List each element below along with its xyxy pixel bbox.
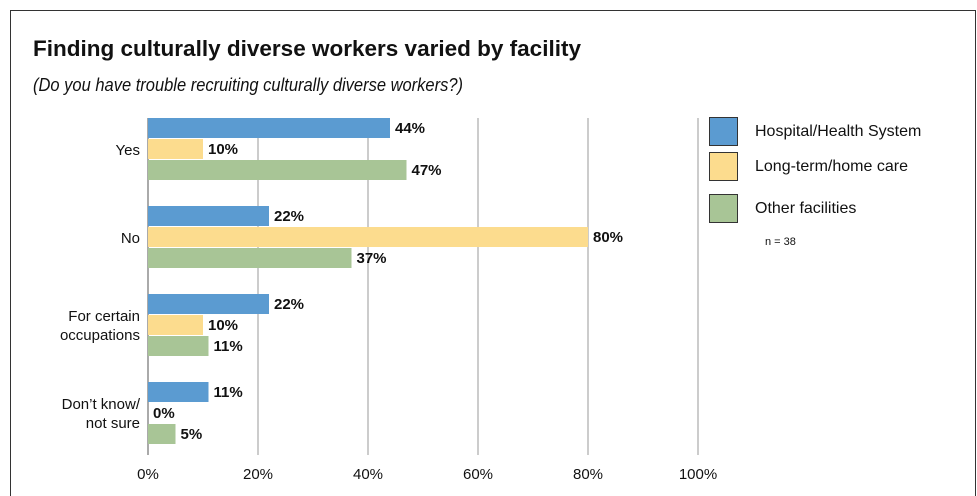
legend-swatch: [709, 152, 738, 181]
value-label: 11%: [214, 384, 243, 401]
legend-label: Other facilities: [755, 200, 856, 217]
chart-title: Finding culturally diverse workers varie…: [33, 36, 582, 61]
category-label: For certain occupations: [59, 308, 140, 344]
bar: [148, 336, 209, 356]
legend-label: Long-term/home care: [755, 158, 908, 175]
legend-label: Hospital/Health System: [755, 123, 921, 140]
bar: [148, 139, 203, 159]
value-label: 47%: [412, 162, 442, 179]
value-label: 10%: [208, 141, 238, 158]
value-label: 22%: [274, 208, 304, 225]
x-tick-label: 100%: [679, 466, 717, 483]
bar: [148, 382, 209, 402]
value-label: 37%: [357, 250, 387, 267]
x-tick-label: 80%: [573, 466, 603, 483]
x-tick-label: 0%: [137, 466, 159, 483]
value-label: 10%: [208, 317, 238, 334]
legend-swatch: [709, 117, 738, 146]
bar: [148, 206, 269, 226]
value-label: 11%: [214, 338, 243, 355]
bar: [148, 294, 269, 314]
value-label: 22%: [274, 296, 304, 313]
chart-subtitle: (Do you have trouble recruiting cultural…: [33, 75, 463, 95]
bar: [148, 160, 407, 180]
value-label: 5%: [181, 426, 203, 443]
note: n = 38: [765, 236, 796, 248]
bar: [148, 248, 352, 268]
category-label: Don’t know/ not sure: [61, 396, 140, 432]
bar: [148, 424, 176, 444]
x-tick-label: 20%: [243, 466, 273, 483]
value-label: 44%: [395, 120, 425, 137]
category-label: No: [120, 229, 140, 247]
bar: [148, 315, 203, 335]
value-label: 80%: [593, 229, 623, 246]
bar: [148, 118, 390, 138]
category-label: Yes: [115, 141, 140, 159]
bar: [148, 227, 588, 247]
legend-swatch: [709, 194, 738, 223]
x-tick-label: 60%: [463, 466, 493, 483]
value-label: 0%: [153, 405, 175, 422]
x-tick-label: 40%: [353, 466, 383, 483]
